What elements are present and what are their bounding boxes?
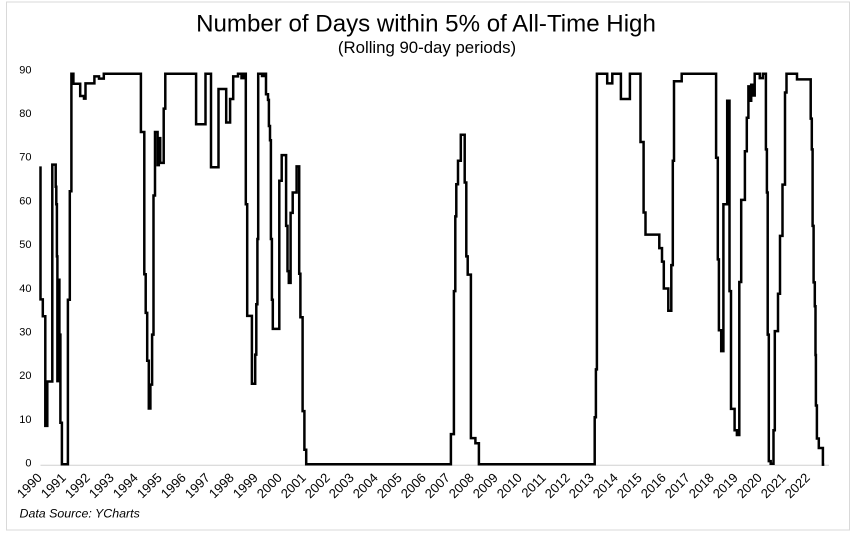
svg-text:50: 50 <box>19 239 31 251</box>
svg-text:0: 0 <box>25 458 31 470</box>
svg-text:60: 60 <box>19 195 31 207</box>
svg-text:70: 70 <box>19 152 31 164</box>
svg-text:Data Source: YCharts: Data Source: YCharts <box>20 507 140 521</box>
svg-text:Number of Days within 5% of Al: Number of Days within 5% of All-Time Hig… <box>196 11 656 38</box>
svg-text:10: 10 <box>19 414 31 426</box>
svg-text:90: 90 <box>19 64 31 76</box>
svg-text:30: 30 <box>19 327 31 339</box>
svg-text:40: 40 <box>19 283 31 295</box>
svg-text:(Rolling 90-day periods): (Rolling 90-day periods) <box>338 38 516 57</box>
svg-text:20: 20 <box>19 370 31 382</box>
svg-text:80: 80 <box>19 108 31 120</box>
